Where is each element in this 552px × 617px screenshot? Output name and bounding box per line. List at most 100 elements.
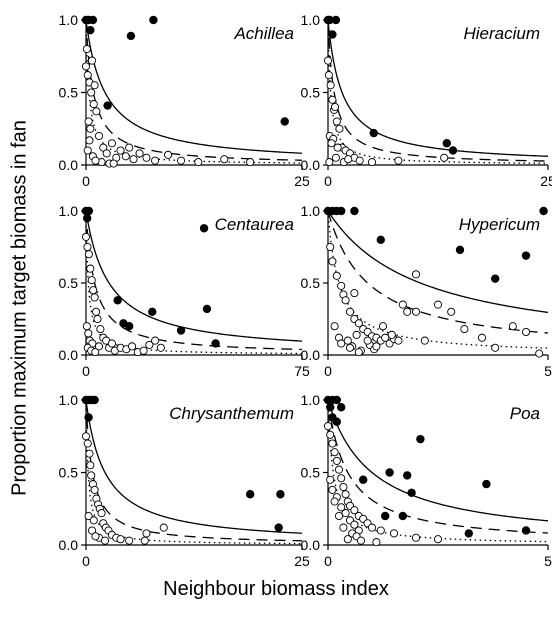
dashed-fit-curve <box>327 210 549 334</box>
y-tick-label: 1.0 <box>59 392 79 408</box>
filled-point <box>442 139 451 148</box>
filled-point <box>369 128 378 138</box>
open-point <box>93 314 102 324</box>
open-point <box>220 155 229 164</box>
filled-point <box>332 417 341 426</box>
open-point <box>337 281 346 290</box>
x-tick-label: 0 <box>82 173 90 189</box>
filled-point <box>521 526 531 535</box>
filled-point <box>464 529 473 538</box>
y-tick-label: 0.5 <box>59 85 79 101</box>
filled-point <box>124 322 134 331</box>
filled-point <box>90 395 99 405</box>
open-point <box>339 482 348 492</box>
open-point <box>84 117 93 126</box>
open-point <box>403 307 412 316</box>
panel-title: Chrysanthemum <box>169 404 294 423</box>
dotted-fit-curve <box>85 399 303 545</box>
filled-point <box>482 479 491 489</box>
open-point <box>116 146 125 155</box>
open-point <box>142 153 151 162</box>
open-point <box>387 330 396 339</box>
open-point <box>332 271 341 280</box>
open-point <box>337 474 346 483</box>
open-point <box>411 270 421 279</box>
open-point <box>343 535 352 544</box>
open-point <box>84 250 93 259</box>
filled-point <box>350 206 359 216</box>
open-point <box>326 475 335 484</box>
open-point <box>339 523 348 532</box>
dashed-fit-curve <box>327 399 549 534</box>
x-tick-label: 0 <box>324 363 332 379</box>
open-point <box>156 343 165 352</box>
y-tick-label: 0.0 <box>59 347 79 363</box>
open-point <box>350 506 359 515</box>
y-tick-label: 0.5 <box>301 465 321 481</box>
open-point <box>87 88 96 97</box>
open-point <box>367 523 377 532</box>
open-point <box>328 95 337 104</box>
open-point <box>521 327 531 337</box>
open-point <box>140 536 149 545</box>
dashed-fit-curve <box>327 19 549 162</box>
open-point <box>323 56 333 65</box>
open-point <box>89 286 98 295</box>
filled-point <box>403 471 412 480</box>
dashed-fit-curve <box>85 19 303 161</box>
open-point <box>330 497 339 506</box>
y-tick-label: 0.5 <box>301 275 321 291</box>
open-point <box>433 535 443 544</box>
open-point <box>398 300 407 309</box>
open-point <box>87 56 97 65</box>
panel-title: Hypericum <box>459 215 540 234</box>
filled-point <box>385 468 394 477</box>
open-point <box>159 523 168 532</box>
open-point <box>332 456 341 465</box>
open-point <box>324 71 333 80</box>
x-tick-label: 25 <box>294 173 310 189</box>
y-tick-label: 0.5 <box>59 275 79 291</box>
open-point <box>341 509 350 518</box>
open-point <box>350 289 359 298</box>
filled-point <box>416 434 425 444</box>
open-point <box>82 44 91 54</box>
y-tick-label: 0.5 <box>59 465 79 481</box>
open-point <box>327 139 336 148</box>
filled-point <box>274 523 283 532</box>
y-tick-label: 1.0 <box>59 12 79 28</box>
filled-point <box>337 206 346 216</box>
open-point <box>354 348 363 357</box>
open-point <box>94 342 104 351</box>
open-point <box>84 329 93 338</box>
open-point <box>176 156 186 165</box>
y-tick-label: 0.0 <box>301 537 321 553</box>
x-tick-label: 0 <box>82 363 90 379</box>
open-point <box>363 336 372 345</box>
open-point <box>389 529 399 538</box>
open-point <box>89 516 98 525</box>
open-point <box>151 336 160 345</box>
open-point <box>129 155 138 164</box>
open-point <box>246 158 255 167</box>
open-point <box>376 526 385 535</box>
open-point <box>354 319 363 328</box>
open-point <box>128 342 137 351</box>
open-point <box>82 322 91 331</box>
open-point <box>341 296 350 305</box>
open-point <box>139 346 148 355</box>
filled-point <box>280 117 289 126</box>
solid-fit-curve <box>327 19 549 157</box>
open-point <box>86 461 95 470</box>
open-point <box>86 124 95 133</box>
open-point <box>411 307 421 316</box>
open-point <box>378 322 388 331</box>
open-point <box>164 150 173 159</box>
open-point <box>381 333 390 342</box>
solid-fit-curve <box>85 399 303 534</box>
open-point <box>367 158 377 167</box>
open-point <box>97 509 106 518</box>
open-point <box>328 439 337 448</box>
open-point <box>330 322 339 331</box>
open-point <box>337 503 346 512</box>
